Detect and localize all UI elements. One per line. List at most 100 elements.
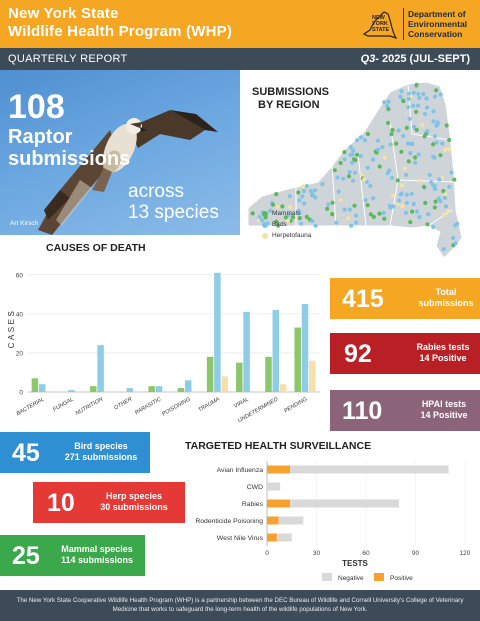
map-dot <box>421 92 426 97</box>
hpai-tests-label: HPAI tests 14 Positive <box>420 399 468 420</box>
ths-bar <box>267 499 291 508</box>
mammal-species-label: Mammal species 114 submissions <box>60 544 134 565</box>
map-dot <box>334 220 339 225</box>
ths-x-tick: 0 <box>265 550 269 557</box>
map-dot <box>386 120 391 126</box>
cod-bar <box>68 390 75 392</box>
cod-y-tick: 20 <box>16 350 24 357</box>
map-dot <box>429 180 434 185</box>
map-dot <box>434 88 439 93</box>
hpai-tests-count: 110 <box>342 397 383 425</box>
map-dot <box>274 219 279 224</box>
map-dot <box>452 177 457 182</box>
map-dot <box>443 147 448 152</box>
surveillance-title: TARGETED HEALTH SURVEILLANCE <box>185 440 372 452</box>
map-dot <box>401 99 406 104</box>
herp-species-count: 10 <box>47 489 75 517</box>
map-dot <box>336 189 341 194</box>
map-dot <box>358 135 363 140</box>
map-dot <box>444 123 449 128</box>
dec-line1: Department of <box>408 9 466 19</box>
map-dot <box>449 170 454 175</box>
cod-bar <box>279 384 287 392</box>
map-dot <box>443 204 449 209</box>
herp-species-label: Herp species 30 submissions <box>100 491 168 512</box>
legend-birds-swatch <box>262 222 268 228</box>
map-dot <box>299 221 304 226</box>
map-dot <box>382 100 387 105</box>
map-dot <box>425 105 430 110</box>
map-dot <box>362 138 367 143</box>
map-dot <box>347 170 352 175</box>
map-dot <box>442 195 447 201</box>
total-submissions-label: Total submissions <box>418 287 474 308</box>
map-dot <box>376 147 381 152</box>
legend-mammals-swatch <box>262 211 268 217</box>
map-dot <box>350 152 355 157</box>
cod-y-tick: 40 <box>16 311 24 318</box>
ths-bar <box>290 499 399 508</box>
map-dot <box>342 150 347 155</box>
map-dot <box>402 166 407 171</box>
cod-bar <box>148 386 155 392</box>
map-dot <box>396 128 401 133</box>
rabies-tests-count: 92 <box>344 340 372 368</box>
map-dot <box>365 203 370 208</box>
map-dot <box>440 141 445 146</box>
map-dot <box>354 220 359 225</box>
map-dot <box>346 216 351 221</box>
map-dot <box>389 175 395 180</box>
map-dot <box>398 94 403 99</box>
map-dot <box>411 90 416 95</box>
ths-legend-positive: Positive <box>390 575 413 582</box>
raptor-species: 13 species <box>128 202 219 223</box>
map-dot <box>417 215 422 220</box>
cod-bar <box>97 345 104 392</box>
causes-of-death-chart: 0 20 40 60 CASES BACTERIAL FUNGAL NUTRITION OTHE… <box>7 272 320 424</box>
map-dot <box>406 159 411 164</box>
map-dot <box>382 216 387 221</box>
map-dot <box>291 215 296 220</box>
map-dot <box>404 125 409 130</box>
map-dot <box>407 116 412 121</box>
ths-bar <box>290 465 449 474</box>
map-dot <box>390 128 395 133</box>
header-title-line1: New York State <box>8 5 119 22</box>
map-dot <box>297 216 302 221</box>
ths-category-label: Rabies <box>242 501 264 508</box>
map-dot <box>257 214 262 220</box>
map-dot <box>313 188 318 193</box>
map-dot <box>351 148 356 153</box>
map-dot <box>438 153 443 158</box>
map-dot <box>338 160 343 166</box>
map-dot <box>387 168 392 173</box>
bird-species-label: Bird species 271 submissions <box>64 441 138 462</box>
map-dot <box>260 218 265 223</box>
map-dot <box>395 178 400 183</box>
map-dot <box>364 179 369 184</box>
map-dot <box>390 193 396 198</box>
ths-category-label: Rodenticide Poisoning <box>195 518 263 525</box>
raptor-line2: submissions <box>8 148 131 170</box>
map-dot <box>332 168 337 173</box>
map-dot <box>427 172 432 177</box>
map-dot <box>330 212 335 217</box>
map-dot <box>380 145 385 150</box>
map-dot <box>300 184 306 189</box>
map-dot <box>365 131 370 137</box>
raptor-across: across <box>128 181 184 202</box>
map-dot <box>396 201 401 207</box>
map-dot <box>275 204 280 209</box>
map-dot <box>406 105 411 110</box>
ths-bar <box>267 465 291 474</box>
map-dot <box>413 155 418 160</box>
map-dot <box>408 220 413 225</box>
map-dot <box>280 204 285 209</box>
mammal-species-box: 25 Mammal species 114 submissions <box>0 535 145 576</box>
map-dot <box>363 198 368 203</box>
map-dot <box>397 198 402 203</box>
map-dot <box>368 183 373 188</box>
map-dot <box>296 190 301 195</box>
map-dot <box>250 211 255 216</box>
map-dot <box>433 199 438 204</box>
